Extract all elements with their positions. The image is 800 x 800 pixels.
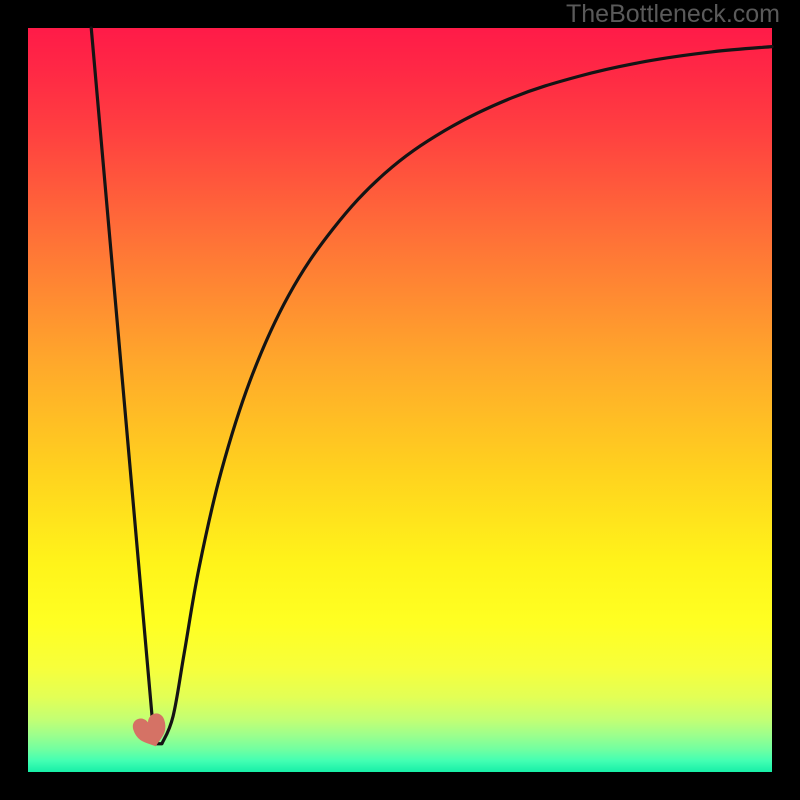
plot-background	[28, 28, 772, 772]
bottleneck-chart	[0, 0, 800, 800]
chart-root: TheBottleneck.com	[0, 0, 800, 800]
watermark-text: TheBottleneck.com	[566, 0, 780, 29]
